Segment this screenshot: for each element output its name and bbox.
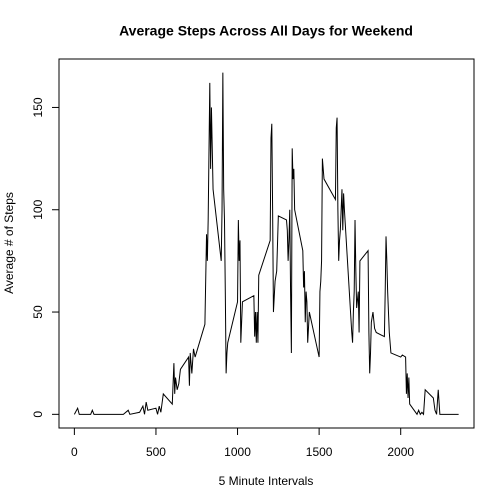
y-axis-label: Average # of Steps — [2, 192, 16, 294]
x-tick-label: 500 — [146, 445, 166, 459]
data-line — [73, 72, 459, 416]
x-axis-label: 5 Minute Intervals — [219, 474, 314, 488]
x-tick-label: 1000 — [224, 445, 251, 459]
y-tick-label: 100 — [31, 199, 45, 219]
y-tick-label: 0 — [31, 411, 45, 418]
x-tick-label: 1500 — [306, 445, 333, 459]
x-tick-label: 0 — [71, 445, 78, 459]
y-tick-label: 50 — [31, 305, 45, 319]
y-tick-label: 150 — [31, 97, 45, 117]
chart-title: Average Steps Across All Days for Weeken… — [119, 23, 413, 39]
x-tick-label: 2000 — [387, 445, 414, 459]
